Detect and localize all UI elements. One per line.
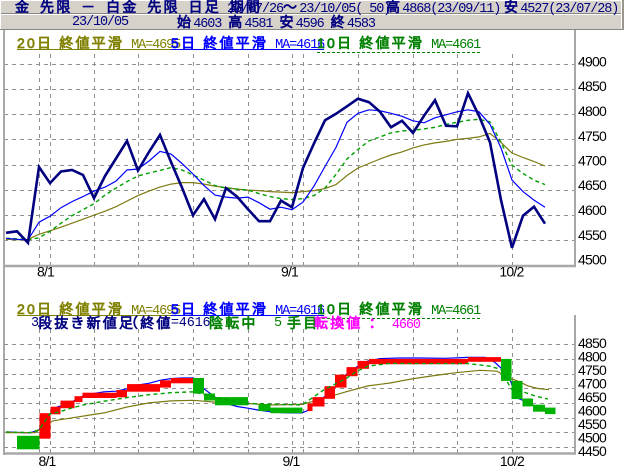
svg-text:4600: 4600 <box>578 402 607 418</box>
svg-text:9/1: 9/1 <box>282 453 300 469</box>
svg-text:4650: 4650 <box>578 389 607 405</box>
svg-text:8/1: 8/1 <box>38 453 56 469</box>
svg-text:4800: 4800 <box>578 348 607 364</box>
svg-text:4800: 4800 <box>578 103 607 119</box>
svg-text:4850: 4850 <box>578 335 607 351</box>
svg-text:4650: 4650 <box>578 177 607 193</box>
svg-text:4750: 4750 <box>578 362 607 378</box>
svg-text:4900: 4900 <box>578 54 607 70</box>
svg-text:8/1: 8/1 <box>37 264 55 280</box>
svg-text:4600: 4600 <box>578 202 607 218</box>
svg-text:4500: 4500 <box>578 429 607 445</box>
svg-text:4700: 4700 <box>578 153 607 169</box>
svg-text:4550: 4550 <box>578 416 607 432</box>
svg-text:4500: 4500 <box>578 252 607 268</box>
svg-text:4550: 4550 <box>578 227 607 243</box>
svg-text:10/2: 10/2 <box>500 453 525 469</box>
svg-text:4700: 4700 <box>578 375 607 391</box>
svg-text:4750: 4750 <box>578 128 607 144</box>
svg-text:4450: 4450 <box>578 443 607 459</box>
svg-text:9/1: 9/1 <box>281 264 299 280</box>
svg-text:10/2: 10/2 <box>499 264 524 280</box>
svg-text:4850: 4850 <box>578 78 607 94</box>
